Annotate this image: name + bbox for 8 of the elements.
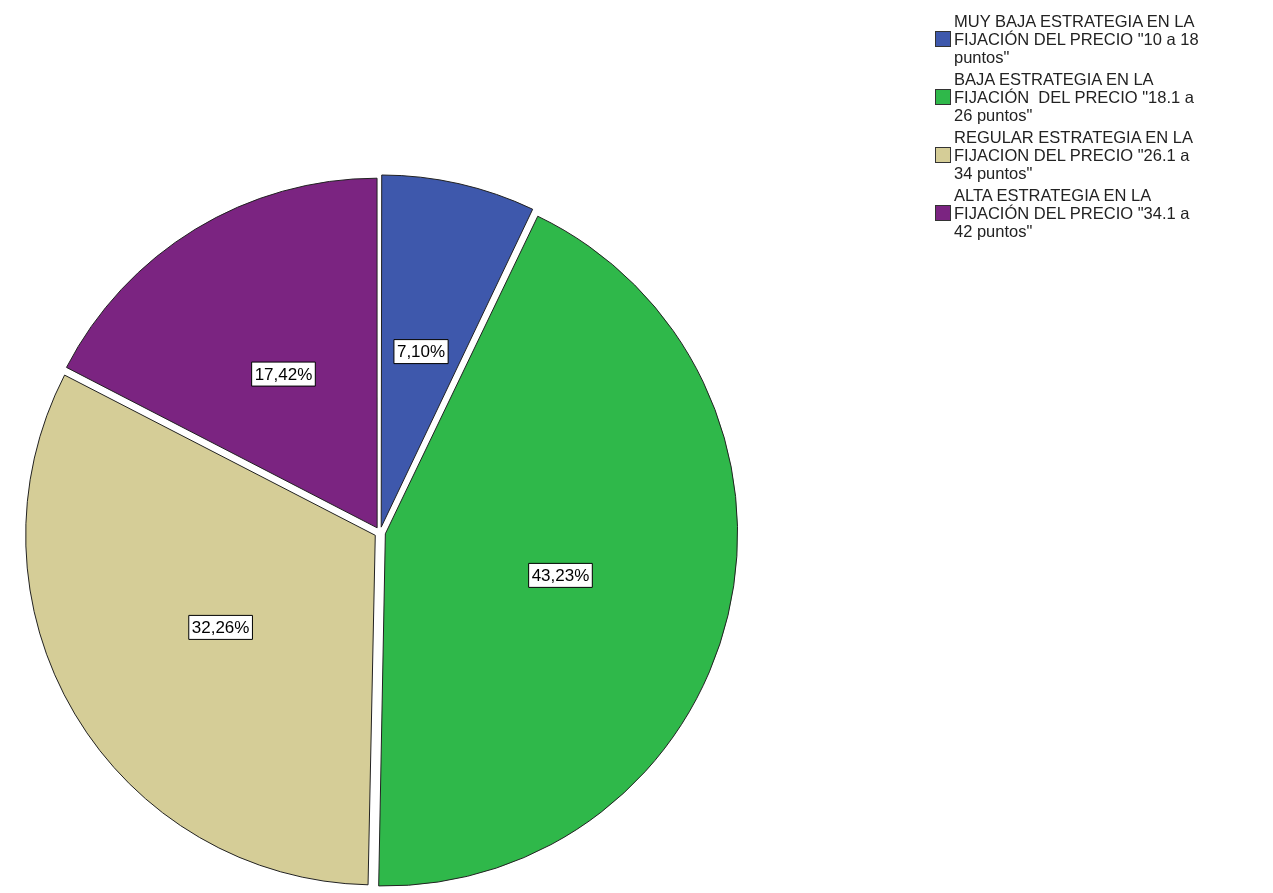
legend-label: BAJA ESTRATEGIA EN LA FIJACIÓN DEL PRECIO "18.1 a 26 puntos" [954,70,1195,124]
data-label: 43,23% [531,566,590,586]
data-label: 17,42% [254,364,313,384]
data-label: 32,26% [191,618,250,638]
data-label: 7,10% [396,342,446,362]
legend-label: REGULAR ESTRATEGIA EN LA FIJACION DEL PRECIO "26.1 a 34 puntos" [954,128,1194,182]
legend-label: MUY BAJA ESTRATEGIA EN LA FIJACIÓN DEL PRECIO "10 a 18 puntos" [954,12,1200,66]
legend-label: ALTA ESTRATEGIA EN LA FIJACIÓN DEL PRECIO "34.1 a 42 puntos" [954,186,1191,240]
